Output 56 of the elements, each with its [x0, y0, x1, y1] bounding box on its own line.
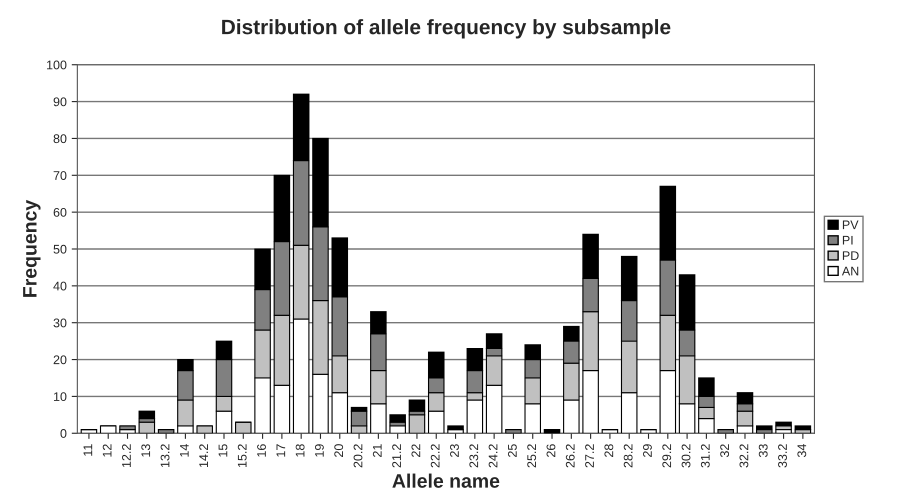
x-tick-label: 12	[102, 444, 112, 457]
x-tick-label: 15.2	[238, 444, 247, 468]
x-tick-label: 15	[218, 444, 228, 457]
x-tick-label: 25.2	[527, 444, 536, 468]
x-tick-label: 27.2	[585, 444, 594, 468]
x-tick-label: 33.2	[778, 444, 787, 468]
y-tick-label: 50	[54, 244, 66, 254]
y-tick-label: 80	[54, 134, 66, 144]
x-tick-label: 20	[334, 444, 344, 457]
x-tick-label: 28.2	[624, 444, 633, 468]
x-tick-label: 33	[758, 444, 768, 458]
y-axis-title: Frequency	[23, 200, 41, 297]
y-tick-label: 40	[53, 282, 66, 291]
x-tick-label: 19	[314, 444, 324, 457]
x-tick-label: 25	[508, 444, 517, 457]
x-tick-label: 14.2	[199, 444, 208, 468]
legend-label: PI	[842, 236, 853, 245]
x-tick-label: 20.2	[354, 444, 362, 468]
y-tick-label: 30	[54, 318, 66, 328]
x-tick-label: 29	[643, 444, 652, 457]
y-tick-label: 100	[47, 60, 66, 70]
y-tick-label: 90	[54, 97, 66, 106]
x-tick-label: 18	[296, 444, 305, 457]
x-tick-label: 11	[84, 444, 92, 456]
x-tick-label: 32	[720, 444, 730, 458]
x-tick-label: 31.2	[700, 444, 710, 468]
x-tick-label: 21	[372, 444, 382, 457]
x-tick-label: 22.2	[430, 444, 440, 468]
x-tick-label: 24.2	[488, 444, 498, 468]
y-tick-label: 70	[54, 171, 66, 180]
x-tick-label: 23.2	[469, 444, 478, 468]
x-tick-label: 21.2	[392, 444, 401, 468]
legend-label: PD	[842, 251, 859, 260]
y-tick-label: 0	[60, 429, 66, 438]
x-tick-label: 14	[180, 444, 189, 457]
x-tick-label: 13.2	[160, 444, 170, 468]
y-tick-label: 10	[54, 392, 66, 402]
x-axis-title: Allele name	[392, 474, 500, 488]
y-tick-label: 20	[54, 355, 66, 364]
legend-label: PV	[842, 220, 859, 230]
y-tick-label: 60	[54, 208, 66, 217]
legend-label: AN	[842, 266, 858, 276]
chart-title: Distribution of allele frequency by subsample	[222, 19, 670, 39]
x-tick-label: 30.2	[682, 444, 690, 468]
x-tick-label: 29.2	[662, 444, 672, 468]
x-tick-label: 23	[450, 444, 459, 457]
x-tick-label: 13	[141, 444, 150, 457]
x-tick-label: 26.2	[566, 444, 575, 468]
x-tick-label: 32.2	[739, 444, 748, 468]
x-tick-label: 28	[604, 444, 614, 457]
x-tick-label: 12.2	[122, 444, 131, 468]
x-tick-label: 16	[257, 444, 266, 457]
x-tick-label: 26	[546, 444, 556, 457]
x-tick-label: 34	[797, 444, 806, 458]
x-tick-label: 22	[411, 444, 420, 457]
x-tick-label: 17	[276, 444, 286, 457]
